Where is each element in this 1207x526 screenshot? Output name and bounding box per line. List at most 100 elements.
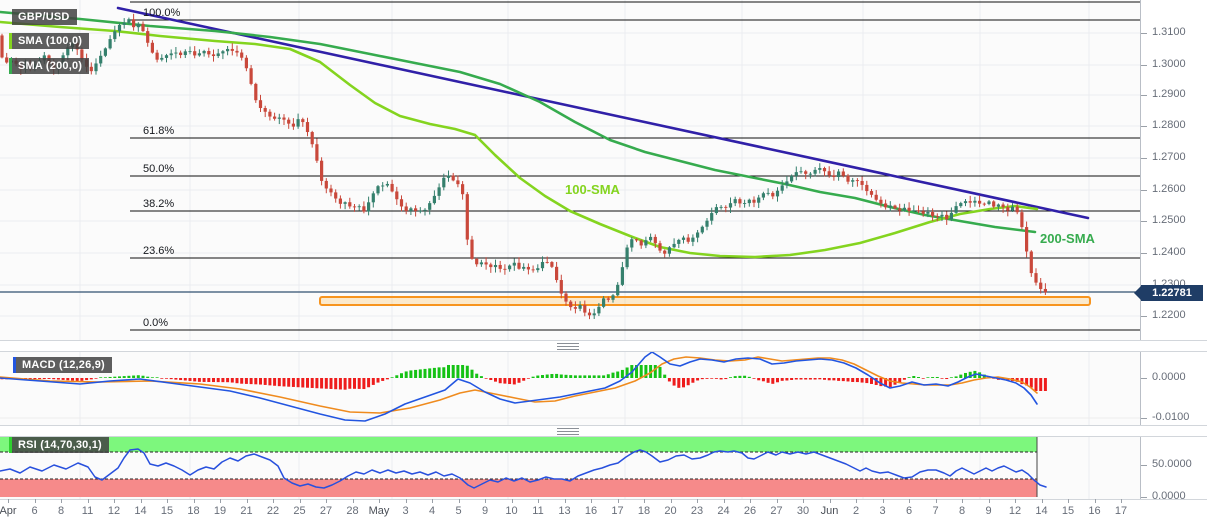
candle-body: [470, 239, 474, 259]
macd-histogram-bar: [635, 365, 638, 378]
macd-histogram-bar: [230, 378, 234, 383]
macd-histogram-bar: [804, 378, 808, 380]
candle-body: [855, 180, 859, 182]
candle-body: [475, 258, 479, 265]
macd-histogram-bar: [616, 371, 620, 378]
rsi-line: [0, 448, 1047, 489]
main-chart-panel[interactable]: [0, 0, 1141, 341]
macd-histogram-bar: [517, 378, 521, 383]
macd-histogram-bar: [940, 378, 944, 379]
candle-body: [66, 47, 70, 56]
panel-resize-handle-icon[interactable]: [557, 343, 579, 350]
candle-body: [216, 53, 220, 57]
symbol-legend[interactable]: GBP/USD: [12, 9, 77, 25]
macd-legend[interactable]: MACD (12,26,9): [13, 357, 112, 373]
macd-histogram-bar: [71, 378, 74, 381]
macd-histogram-bar: [898, 378, 902, 383]
candle-body: [761, 193, 765, 198]
time-axis-tick: [882, 499, 884, 503]
sma100-legend[interactable]: SMA (100,0): [9, 33, 90, 49]
macd-panel[interactable]: [0, 352, 1141, 426]
sma200-legend[interactable]: SMA (200,0): [9, 58, 90, 74]
candle-body: [456, 180, 460, 185]
panel-resize-handle-icon[interactable]: [557, 428, 579, 435]
candle-body: [263, 108, 267, 112]
candle-body: [141, 23, 145, 32]
candle-body: [738, 199, 742, 204]
macd-histogram-bar: [273, 378, 277, 386]
candle-body: [799, 171, 803, 173]
candle-body: [522, 266, 526, 269]
candle-body: [771, 192, 775, 197]
candle-body: [508, 265, 512, 270]
candle-body: [743, 203, 747, 205]
macd-histogram-bar: [301, 378, 305, 388]
macd-histogram-bar: [376, 378, 380, 383]
candle-body: [395, 191, 399, 200]
candle-body: [696, 232, 700, 238]
time-axis-label: 22: [266, 505, 280, 517]
candle-body: [573, 307, 577, 309]
macd-legend-label: MACD (12,26,9): [16, 357, 112, 373]
panel-separator-1[interactable]: [0, 340, 1207, 352]
price-axis[interactable]: [1141, 0, 1207, 526]
candle-body: [1029, 251, 1033, 274]
candle-body: [352, 206, 357, 208]
time-axis[interactable]: [0, 499, 1207, 526]
candle-body: [649, 236, 653, 241]
candle-body: [907, 207, 911, 211]
candle-body: [634, 239, 639, 241]
macd-histogram-bar: [907, 377, 911, 378]
rsi-legend[interactable]: RSI (14,70,30,1): [9, 437, 109, 453]
candle-body: [606, 298, 610, 300]
macd-histogram-bar: [226, 378, 230, 383]
time-axis-label: 11: [532, 505, 544, 517]
candle-body: [235, 50, 239, 53]
candle-body: [367, 202, 371, 212]
macd-histogram-bar: [165, 378, 168, 379]
candle-body: [1020, 212, 1024, 228]
candle-body: [869, 191, 874, 195]
time-axis-tick: [1121, 499, 1122, 503]
rsi-panel[interactable]: [0, 437, 1141, 499]
time-axis-label: 21: [240, 505, 253, 517]
candle-body: [348, 202, 352, 207]
macd-histogram-bar: [541, 375, 544, 378]
candle-body: [179, 52, 183, 56]
candle-body: [728, 203, 733, 208]
candle-body: [719, 206, 723, 208]
candle-body: [103, 48, 107, 56]
macd-histogram-bar: [620, 369, 624, 378]
time-axis-tick: [432, 499, 433, 503]
time-axis-label: 18: [187, 505, 200, 517]
time-axis-label: 9: [985, 505, 992, 517]
time-axis-tick: [670, 499, 672, 503]
time-axis-label: 19: [213, 505, 227, 517]
time-axis-tick: [405, 499, 407, 503]
macd-histogram-bar: [902, 378, 906, 380]
candle-body: [681, 237, 686, 240]
candle-body: [169, 53, 173, 56]
candle-body: [498, 264, 502, 269]
macd-histogram-bar: [94, 378, 98, 379]
macd-histogram-bar: [409, 370, 413, 378]
candle-body: [714, 207, 718, 214]
candle-body: [127, 19, 131, 23]
macd-histogram-bar: [423, 368, 427, 378]
candle-body: [587, 312, 592, 316]
time-axis-label: 16: [1088, 505, 1101, 517]
macd-histogram-bar: [790, 378, 794, 380]
time-axis-tick: [485, 499, 486, 503]
macd-histogram-bar: [691, 378, 695, 383]
time-axis-label: 6: [905, 505, 913, 517]
time-axis-label: 14: [1035, 505, 1048, 517]
candle-body: [117, 24, 122, 32]
price-axis-tick: [1141, 95, 1147, 96]
macd-histogram-bar: [710, 378, 714, 379]
macd-histogram-bar: [437, 367, 441, 378]
candle-body: [376, 186, 380, 194]
macd-histogram-bar: [202, 378, 206, 382]
panel-separator-2[interactable]: [0, 425, 1207, 437]
macd-histogram-bar: [522, 378, 526, 381]
candle-body: [978, 200, 982, 204]
